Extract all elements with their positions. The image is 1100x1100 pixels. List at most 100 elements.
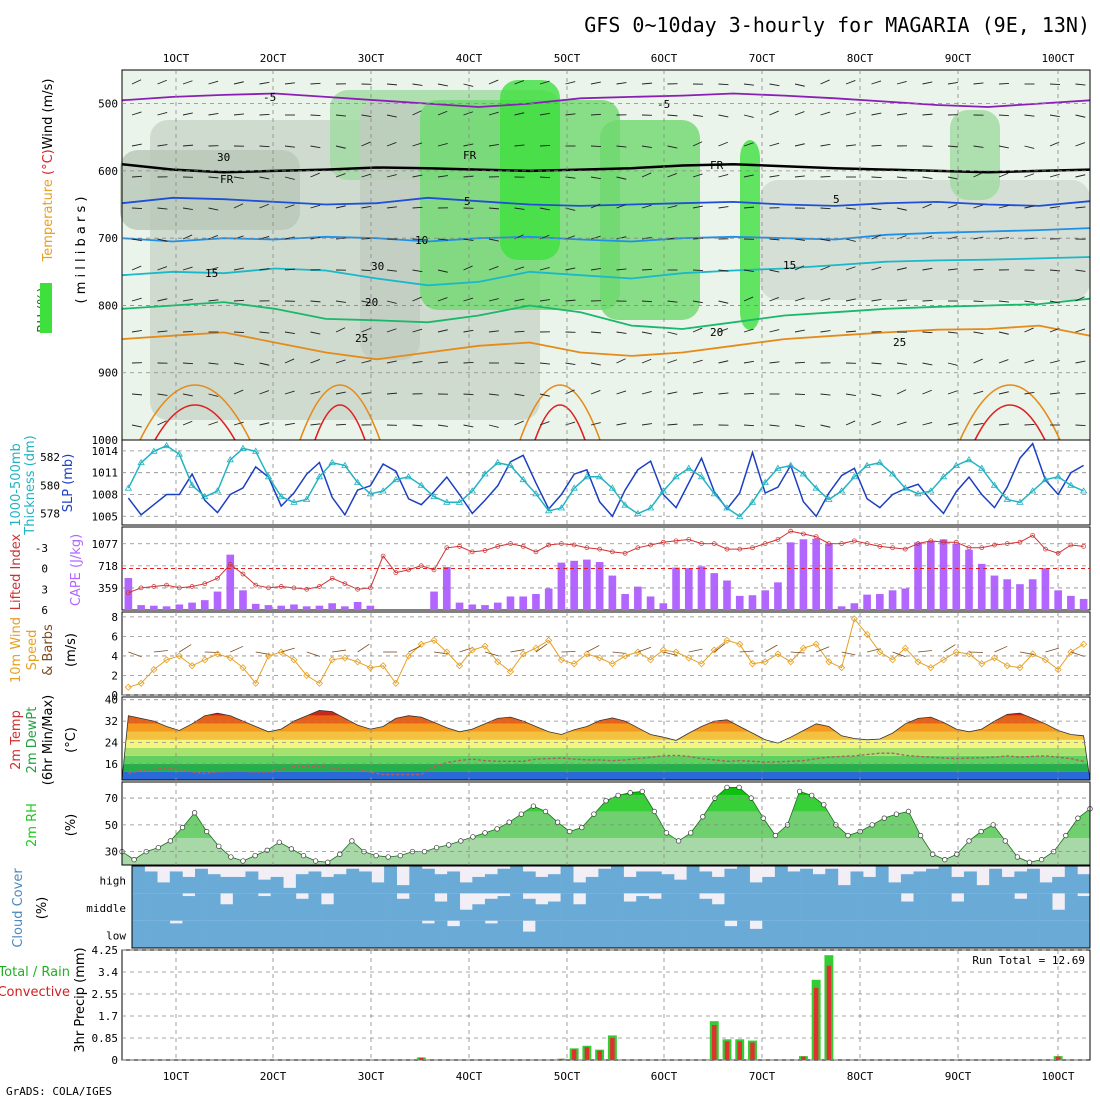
cloud-cell-middle	[812, 893, 826, 921]
wind-barb	[539, 299, 550, 302]
wind-barb	[1024, 114, 1035, 117]
wind-barb	[922, 81, 933, 85]
wind-speed-point	[863, 630, 871, 639]
wind-barb	[616, 145, 627, 148]
cloud-cell-high	[724, 868, 738, 894]
thickness-point	[659, 487, 668, 494]
cape-bar	[901, 588, 910, 610]
cloud-cell-high	[938, 866, 952, 894]
wind-barb	[896, 113, 907, 116]
wind-barb	[386, 141, 397, 147]
cape-bar	[442, 566, 451, 610]
wind-barb	[208, 393, 219, 397]
cloud-cell-high	[459, 882, 473, 894]
wind-barb-10m	[1070, 651, 1085, 657]
footer-credit: GrADS: COLA/IGES	[6, 1085, 112, 1098]
wind-barb	[718, 83, 729, 86]
cloud-cell-middle	[989, 893, 1003, 921]
rh-point	[1002, 838, 1008, 844]
cloud-cell-high	[926, 868, 940, 894]
cape-bar	[493, 602, 502, 610]
wind-barb	[386, 206, 397, 209]
wind-barb	[488, 265, 499, 271]
li-point	[979, 545, 985, 551]
rh-shade	[600, 120, 700, 320]
wind-barb	[335, 391, 346, 395]
cloud-cell-low	[522, 931, 536, 948]
wind-barb	[565, 299, 576, 302]
wind-barb-10m	[230, 645, 244, 653]
thickness-point	[583, 473, 591, 480]
wind-barb-10m	[918, 650, 933, 653]
wind-barb	[998, 331, 1009, 335]
wind-speed-point	[328, 656, 336, 664]
wind-barb	[896, 267, 907, 271]
wind-barb	[514, 362, 525, 364]
li-point	[750, 545, 755, 551]
wind-barb	[718, 392, 729, 395]
wind-barb	[769, 269, 780, 273]
wind-barb-10m	[484, 651, 499, 657]
thickness-point	[927, 487, 935, 494]
wind-barb	[820, 265, 830, 271]
wind-barb	[1024, 173, 1035, 178]
wind-barb	[208, 362, 219, 365]
rh-point	[325, 859, 331, 865]
cape-bar	[1016, 584, 1024, 610]
cloud-cell-middle	[459, 909, 473, 921]
li-tick-label: -3	[35, 542, 48, 555]
cape-bar	[888, 590, 897, 610]
li-point	[151, 584, 157, 589]
wind-barb	[335, 205, 346, 209]
thick-line	[127, 444, 1084, 518]
li-point	[189, 584, 195, 589]
li-point	[902, 546, 908, 552]
cape-bar	[939, 539, 948, 610]
cloud-cell-high	[270, 876, 284, 894]
cloud-cell-high	[636, 871, 650, 894]
temp-band	[122, 763, 1090, 772]
wind-barb	[539, 266, 550, 271]
wind-barb	[259, 422, 270, 426]
wind-barb	[539, 207, 550, 211]
thickness-point	[328, 458, 336, 466]
thickness-point	[786, 461, 795, 468]
cloud-cell-low	[938, 920, 952, 948]
wind-barb	[641, 300, 653, 303]
wind-barb	[896, 80, 907, 85]
wind-barb	[871, 362, 882, 365]
cloud-cell-low	[283, 920, 297, 948]
precip-legend-convective: Convective	[0, 985, 70, 1000]
cloud-cell-low	[724, 926, 738, 948]
cloud-cell-middle	[258, 896, 271, 921]
cape-bar	[455, 602, 464, 610]
wind-barb	[947, 362, 958, 366]
y-tick-label: 70	[105, 792, 118, 805]
rh-shade	[760, 180, 1090, 300]
rh-point	[554, 819, 561, 825]
wind-barb	[896, 362, 907, 365]
wind-barb	[310, 331, 321, 335]
wind-barb-10m	[765, 644, 778, 653]
wind-barb	[386, 300, 397, 304]
rh-point	[809, 792, 815, 799]
thickness-point	[175, 450, 184, 457]
y-tick-label: 0	[111, 689, 118, 702]
rh-point	[639, 788, 645, 795]
wind-barb-10m	[816, 646, 830, 653]
cloud-cell-low	[825, 920, 839, 948]
wind-barb-10m	[994, 645, 1008, 653]
cloud-cell-middle	[447, 893, 461, 921]
wind-barb	[259, 203, 269, 209]
cape-bar	[774, 582, 782, 610]
temp-band-group	[122, 710, 1090, 780]
li-point	[304, 586, 310, 592]
wind-barb-10m	[867, 648, 881, 653]
cloud-cell-high	[1064, 866, 1078, 894]
wind-barb	[947, 390, 958, 395]
cloud-cell-high	[749, 882, 763, 894]
wind-barb	[641, 204, 652, 209]
x-tick-label-top: 7OCT	[749, 52, 776, 65]
cloud-cell-high	[989, 868, 1003, 894]
wind-barb	[871, 298, 882, 302]
